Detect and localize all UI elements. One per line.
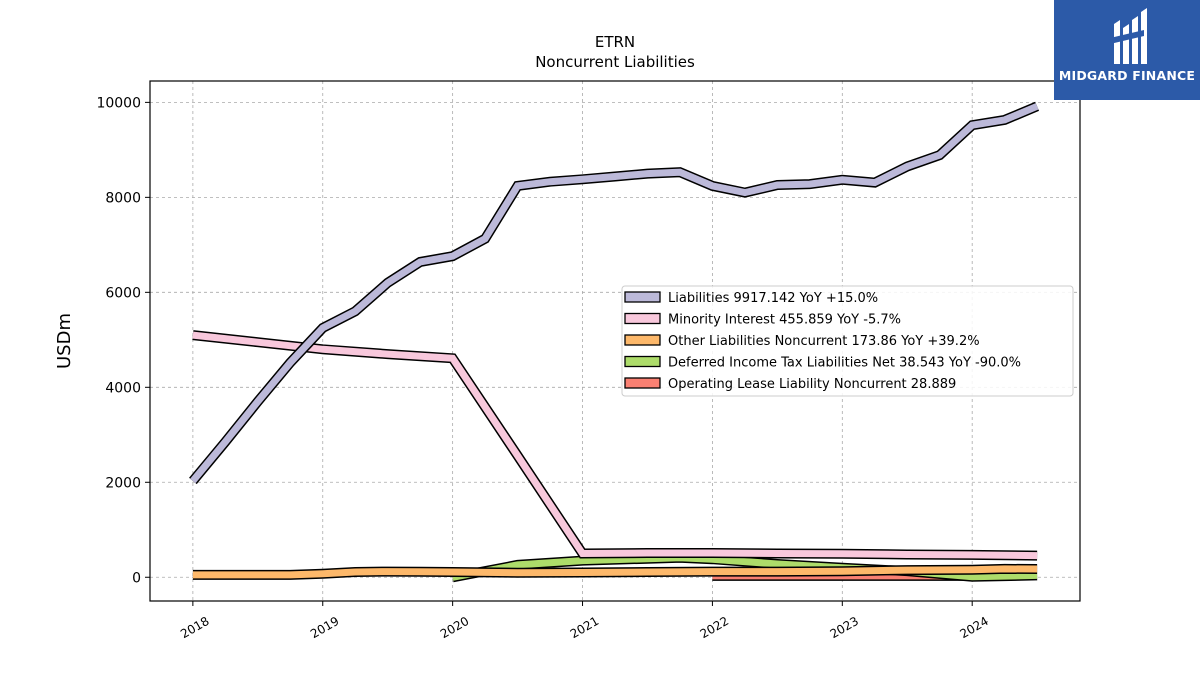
brand-logo: MIDGARD FINANCE: [1054, 0, 1200, 100]
series-layer: [189, 101, 1040, 583]
series-other-liabilities-noncurrent: [192, 563, 1038, 580]
series-liabilities: [189, 101, 1040, 485]
x-tick-label: 2023: [828, 614, 861, 641]
x-tick-label: 2021: [568, 614, 601, 641]
y-tick-label: 10000: [96, 95, 141, 111]
y-axis-label: USDm: [54, 313, 75, 369]
series-line: [192, 565, 1038, 579]
y-tick-label: 0: [132, 570, 141, 586]
y-tick-label: 8000: [105, 190, 141, 206]
legend-swatch: [624, 334, 661, 346]
legend-swatch: [624, 312, 661, 325]
series-minority-interest: [192, 330, 1038, 561]
y-tick-label: 2000: [105, 475, 141, 491]
plot-frame: [149, 80, 1081, 602]
y-tick-label: 6000: [105, 285, 141, 301]
legend-box: [621, 285, 1074, 397]
legend-label: Other Liabilities Noncurrent 173.86 YoY …: [668, 334, 980, 349]
legend-label: Liabilities 9917.142 YoY +15.0%: [668, 291, 878, 306]
chart-subtitle: Noncurrent Liabilities: [535, 53, 695, 71]
legend-swatch: [624, 377, 661, 389]
series-line: [192, 331, 1038, 560]
x-tick-label: 2019: [308, 614, 341, 641]
series-line: [190, 103, 1039, 484]
legend: Liabilities 9917.142 YoY +15.0% Minority …: [621, 285, 1074, 397]
legend-swatch: [624, 355, 661, 368]
chart-title: ETRN: [595, 33, 635, 51]
y-tick-label: 4000: [105, 380, 141, 396]
logo-mark-icon: [1110, 8, 1147, 64]
legend-label: Minority Interest 455.859 YoY -5.7%: [668, 313, 901, 328]
legend-label: Deferred Income Tax Liabilities Net 38.5…: [668, 356, 1021, 371]
x-tick-label: 2022: [698, 614, 731, 641]
x-tick-label: 2024: [957, 614, 990, 641]
x-tick-label: 2018: [178, 614, 211, 641]
legend-label: Operating Lease Liability Noncurrent 28.…: [668, 377, 956, 392]
x-tick-label: 2020: [438, 614, 471, 641]
logo-text: MIDGARD FINANCE: [1058, 68, 1196, 83]
legend-swatch: [624, 291, 661, 303]
